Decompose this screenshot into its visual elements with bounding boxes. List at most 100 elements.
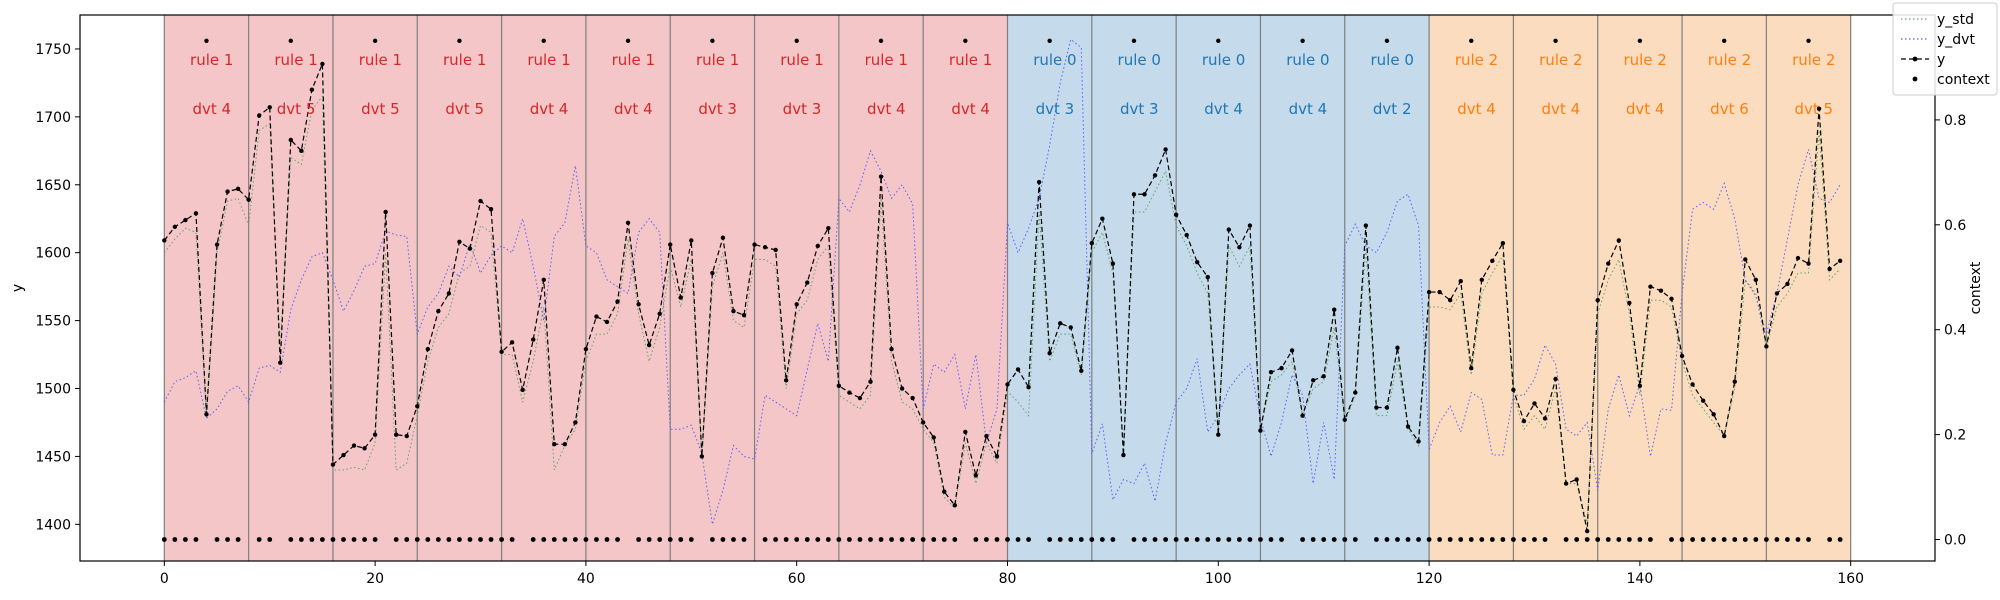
x-tick-label: 100 [1205,571,1232,587]
context-point [1331,537,1337,542]
y-point [1005,382,1010,387]
context-point [1300,537,1306,542]
context-point [1679,537,1685,542]
y-point [1195,259,1200,265]
y-point [1205,274,1210,280]
context-point [1321,537,1327,542]
segment-rule-label: rule 2 [1708,51,1751,69]
context-point [1416,537,1421,542]
segment-rule-label: rule 1 [865,51,908,69]
y-point [562,441,568,447]
context-point [1163,537,1168,542]
y-point [741,312,747,318]
context-point [1500,537,1506,542]
y-point [1353,390,1358,395]
segment-marker [625,38,631,44]
context-point [825,537,831,542]
context-point [1005,537,1010,542]
segment-dvt-label: dvt 4 [1457,100,1496,118]
y2-tick-label: 0.2 [1944,428,1966,444]
y-point [1363,223,1369,228]
context-point [320,537,325,542]
y-point [920,420,926,425]
legend-marker-y [1912,56,1918,62]
y-point [710,270,715,276]
context-point [1057,537,1063,542]
y-point [1184,232,1189,238]
y-point [773,247,778,253]
y-point [1395,345,1400,350]
segment-rule-label: rule 0 [1202,51,1245,69]
segment-rule-label: rule 0 [1118,51,1161,69]
context-point [941,537,947,542]
segment-dvt-label: dvt 4 [614,100,653,118]
segment-marker [1553,38,1558,44]
context-point [309,537,315,542]
context-point [1532,537,1537,542]
y-point [1690,382,1695,387]
segment-dvt-label: dvt 5 [445,100,484,118]
segment-marker [963,38,968,44]
context-point [1099,537,1105,542]
y-point [1279,365,1284,371]
x-tick-label: 0 [160,571,169,587]
y-point [1563,481,1569,486]
segment-dvt-label: dvt 5 [277,100,316,118]
y-point [1816,106,1822,111]
context-point [1721,537,1727,542]
context-point [488,537,494,542]
y-point [1374,405,1379,410]
x-tick-label: 140 [1627,571,1654,587]
y-point [994,454,1000,459]
segment-rule-label: rule 0 [1286,51,1329,69]
y-point [1216,432,1221,437]
y-point [467,246,473,251]
context-point [794,537,800,542]
y-point [1722,433,1727,439]
context-point [1742,537,1748,542]
y-point [267,105,272,110]
context-point [688,537,694,542]
context-point [1785,537,1790,542]
context-point [214,537,220,542]
y-point [657,311,662,317]
y-point [847,390,852,395]
y-point [1437,289,1442,295]
y-point [1300,413,1305,418]
context-point [541,537,547,542]
context-point [298,537,304,542]
context-point [425,537,431,542]
context-point [857,537,863,542]
context-point [1373,537,1379,542]
y-point [1785,281,1790,287]
context-point [1616,537,1622,542]
y-point [1226,227,1232,232]
y-point [1142,192,1147,197]
y-point [341,452,346,458]
y-tick-label: 1450 [35,449,71,465]
y-point [889,346,894,352]
y-point [520,387,525,393]
y-point [1342,417,1347,422]
y2-tick-label: 0.4 [1944,323,1966,339]
context-point [1078,537,1084,542]
y-point [899,386,905,391]
y-point [478,198,483,204]
y-point [1237,245,1242,250]
segment-dvt-label: dvt 4 [1542,100,1581,118]
context-point [1205,537,1211,542]
context-point [1447,537,1453,542]
x-tick-label: 160 [1837,571,1864,587]
context-point [731,537,736,542]
segment-dvt-label: dvt 3 [1120,100,1159,118]
y-point [1743,257,1748,262]
y-point [604,319,610,325]
segment-dvt-label: dvt 5 [1794,100,1833,118]
segment-dvt-label: dvt 5 [361,100,400,118]
y-point [973,473,979,478]
y-point [1089,240,1095,246]
y-point [1648,284,1653,289]
context-point [1384,537,1390,542]
